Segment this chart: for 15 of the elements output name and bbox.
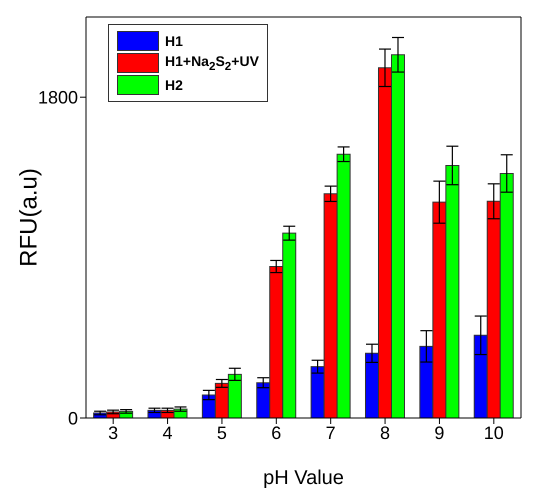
legend-label: H2 — [165, 77, 183, 93]
x-tick-label: 4 — [162, 422, 173, 443]
legend-label: H1 — [165, 33, 183, 49]
y-tick-label: 1800 — [38, 88, 78, 108]
y-axis-title: RFU(a.u) — [16, 168, 43, 267]
y-tick-label: 0 — [68, 408, 78, 428]
x-tick-label: 9 — [434, 422, 444, 443]
x-tick-label: 3 — [108, 422, 118, 443]
x-tick-label: 7 — [326, 422, 336, 443]
x-tick-label: 5 — [216, 422, 227, 443]
legend-label: H1+Na$_{2}$S$_{2}$+UV — [165, 53, 259, 73]
x-tick-label: 10 — [484, 422, 504, 443]
x-tick-label: 6 — [271, 422, 282, 443]
x-tick-label: 8 — [380, 422, 390, 443]
x-axis-title: pH Value — [263, 467, 344, 490]
